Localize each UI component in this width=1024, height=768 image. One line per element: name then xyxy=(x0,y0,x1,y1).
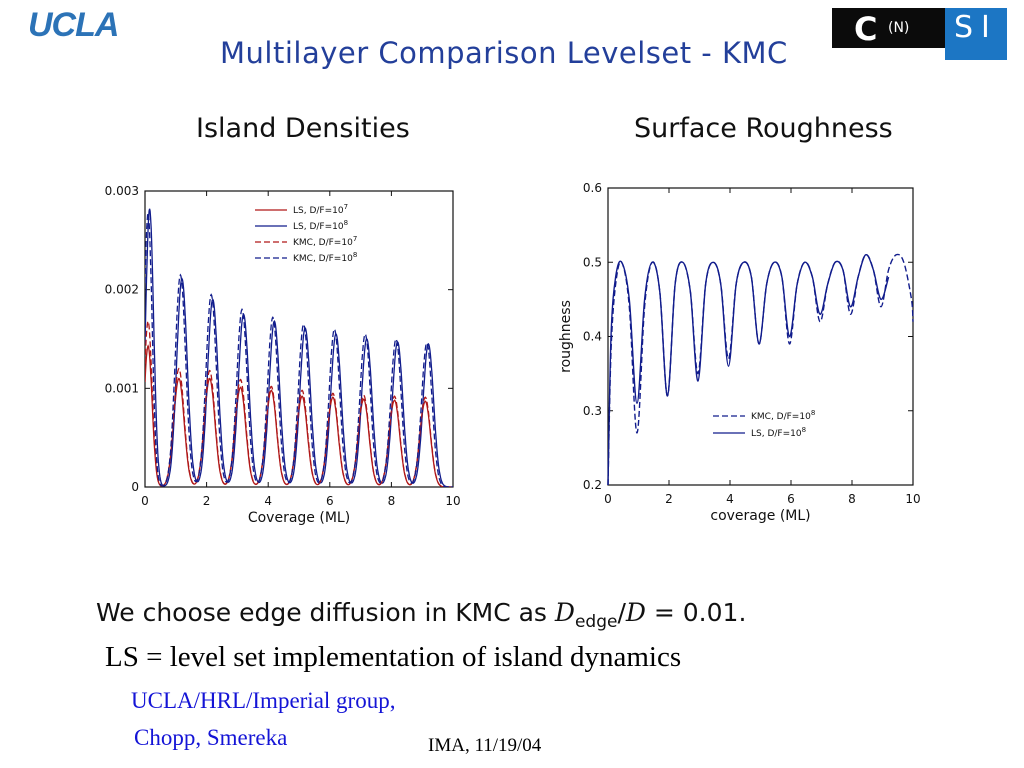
slide-title: Multilayer Comparison Levelset - KMC xyxy=(220,36,788,70)
y-tick-label: 0.4 xyxy=(583,330,602,344)
y-tick-label: 0.5 xyxy=(583,255,602,269)
cnsi-logo-n: (N) xyxy=(888,20,910,36)
cnsi-logo: C (N) SI xyxy=(832,8,1007,60)
x-axis-label: coverage (ML) xyxy=(710,508,810,524)
credit-group: UCLA/HRL/Imperial group, xyxy=(131,688,396,713)
series-line xyxy=(607,254,890,486)
y-tick-label: 0.001 xyxy=(105,381,139,395)
footer-date: IMA, 11/19/04 xyxy=(428,735,542,756)
y-tick-label: 0.002 xyxy=(105,283,139,297)
cnsi-logo-si: SI xyxy=(954,10,998,45)
y-axis-label: roughness xyxy=(558,300,574,373)
legend-label: LS, D/F=107 xyxy=(293,203,348,216)
x-tick-label: 0 xyxy=(604,492,612,506)
ls-definition: LS = level set implementation of island … xyxy=(105,641,682,673)
math-equals-value: = 0.01. xyxy=(645,598,747,627)
series-line xyxy=(145,208,453,487)
x-tick-label: 6 xyxy=(787,492,795,506)
surface-roughness-title: Surface Roughness xyxy=(634,113,893,144)
legend-label: LS, D/F=108 xyxy=(751,426,806,439)
x-tick-label: 8 xyxy=(848,492,856,506)
ucla-logo: UCLA xyxy=(28,6,119,44)
math-d-edge: D xyxy=(554,598,575,627)
math-edge-subscript: edge xyxy=(574,612,618,632)
x-axis-label: Coverage (ML) xyxy=(248,510,350,526)
y-tick-label: 0 xyxy=(131,480,139,494)
island-densities-title: Island Densities xyxy=(196,113,410,144)
legend-label: LS, D/F=108 xyxy=(293,219,348,232)
series-line xyxy=(607,253,914,486)
legend-label: KMC, D/F=107 xyxy=(293,235,357,248)
y-tick-label: 0.3 xyxy=(583,404,602,418)
y-tick-label: 0.6 xyxy=(583,181,602,195)
x-tick-label: 4 xyxy=(726,492,734,506)
x-tick-label: 8 xyxy=(388,494,396,508)
x-tick-label: 10 xyxy=(445,494,460,508)
x-tick-label: 0 xyxy=(141,494,149,508)
sentence-text: We choose edge diffusion in KMC as xyxy=(96,598,555,627)
cnsi-logo-c: C xyxy=(854,10,878,48)
x-tick-label: 6 xyxy=(326,494,334,508)
cnsi-logo-dark-block xyxy=(832,8,945,48)
legend-label: KMC, D/F=108 xyxy=(751,409,815,422)
edge-diffusion-sentence: We choose edge diffusion in KMC as Dedge… xyxy=(96,598,746,632)
y-tick-label: 0.003 xyxy=(105,184,139,198)
x-tick-label: 4 xyxy=(264,494,272,508)
math-slash: / xyxy=(617,598,626,627)
legend-label: KMC, D/F=108 xyxy=(293,251,357,264)
cnsi-logo-blue-block xyxy=(945,8,1007,60)
y-tick-label: 0.2 xyxy=(583,478,602,492)
x-tick-label: 10 xyxy=(905,492,920,506)
x-tick-label: 2 xyxy=(203,494,211,508)
island-density-chart: 0 2 4 6 8 10 0 0.001 0.002 0.003 Coverage (ML) LS, … xyxy=(105,184,461,526)
credit-authors: Chopp, Smereka xyxy=(134,725,288,750)
math-d: D xyxy=(625,598,646,627)
series-line xyxy=(145,212,453,487)
roughness-chart: 0 2 4 6 8 10 0.2 0.3 0.4 0.5 0.6 coverage (ML) rough… xyxy=(558,181,921,524)
x-tick-label: 2 xyxy=(665,492,673,506)
